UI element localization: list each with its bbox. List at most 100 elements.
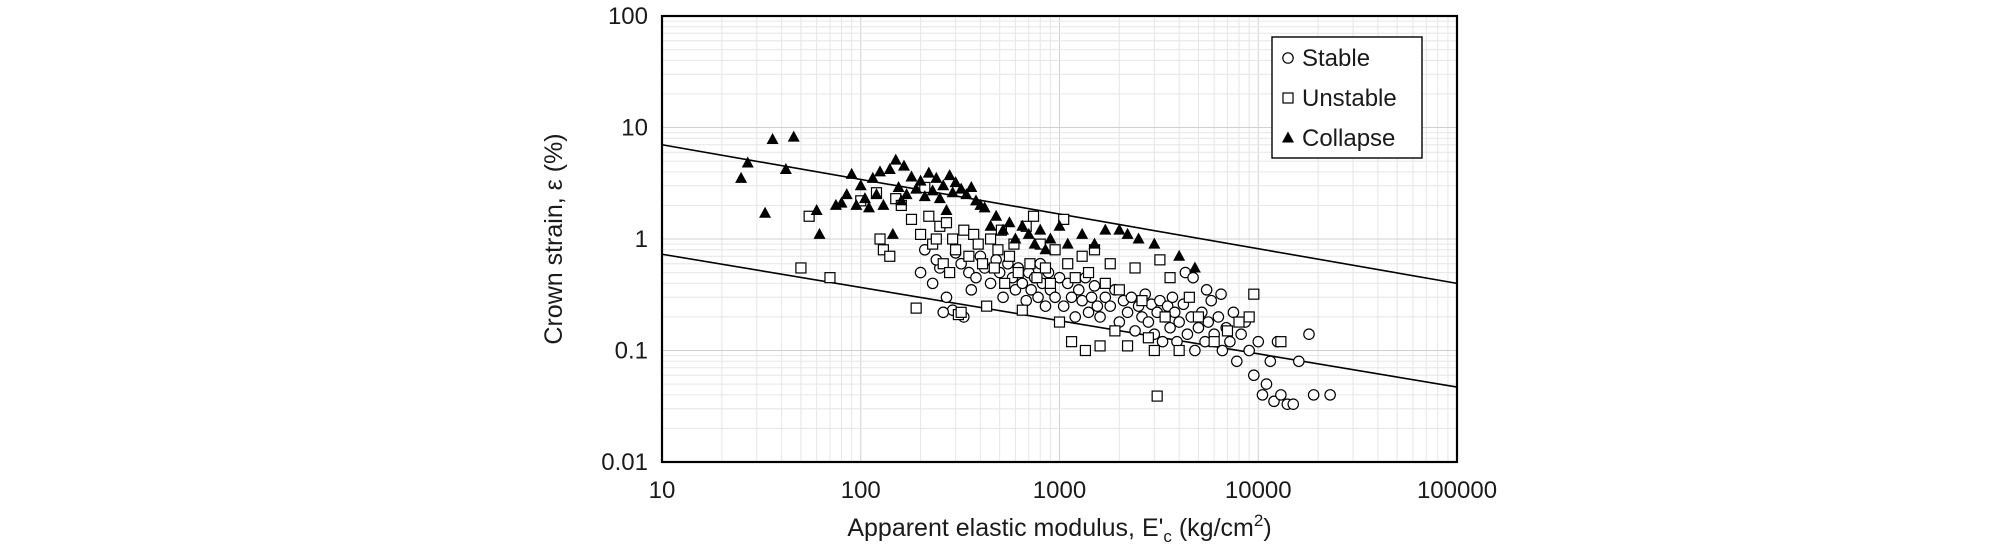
x-axis-title-superscript: 2: [1254, 511, 1263, 530]
legend: Stable Unstable Collapse: [1271, 36, 1423, 159]
collapse-point: [1099, 223, 1112, 235]
stable-point: [1082, 306, 1095, 319]
collapse-point: [741, 156, 754, 168]
unstable-point: [1151, 390, 1163, 402]
collapse-point: [937, 179, 950, 191]
stable-point: [1293, 355, 1305, 368]
unstable-point: [1208, 336, 1220, 348]
collapse-point: [965, 180, 978, 192]
unstable-point: [1031, 272, 1043, 284]
collapse-point: [1173, 249, 1186, 261]
stable-point: [1187, 271, 1199, 284]
stable-point: [1227, 306, 1240, 319]
stable-point: [1156, 335, 1169, 348]
unstable-point: [874, 233, 886, 245]
legend-box: [1271, 36, 1423, 159]
collapse-point: [1061, 237, 1074, 249]
collapse-point: [905, 170, 918, 182]
collapse-point: [889, 153, 902, 165]
stable-point: [1303, 328, 1315, 341]
legend-label-collapse: Collapse: [1302, 125, 1395, 152]
collapse-point: [984, 219, 997, 231]
unstable-point: [1094, 340, 1106, 352]
collapse-point: [1121, 227, 1134, 239]
collapse-point: [858, 192, 871, 204]
unstable-point: [1136, 295, 1148, 307]
stable-point: [1260, 378, 1273, 390]
collapse-point: [1028, 237, 1041, 249]
stable-point: [1205, 294, 1218, 307]
unstable-point: [1053, 316, 1066, 328]
collapse-point: [870, 188, 883, 200]
unstable-point: [1173, 344, 1185, 357]
stable-point: [1039, 300, 1052, 312]
unstable-point: [1183, 291, 1195, 303]
collapse-point: [997, 223, 1010, 235]
stable-point: [1216, 344, 1229, 357]
unstable-point: [1039, 262, 1052, 274]
collapse-point: [1188, 261, 1201, 273]
unstable-point: [1109, 325, 1121, 337]
collapse-point: [946, 186, 959, 198]
unstable-point: [1012, 266, 1024, 279]
stable-point: [1264, 355, 1277, 368]
collapse-point: [1148, 237, 1161, 249]
unstable-point: [1065, 336, 1078, 348]
legend-label-unstable: Unstable: [1302, 85, 1397, 112]
unstable-point: [1142, 332, 1154, 344]
unstable-point: [1221, 325, 1234, 337]
stable-point: [1307, 389, 1320, 401]
x-tick-label: 100000: [1417, 477, 1497, 504]
x-tick-label: 10: [649, 477, 676, 504]
stable-point: [1202, 316, 1215, 328]
unstable-point: [1062, 258, 1074, 270]
collapse-point: [1016, 219, 1029, 231]
stable-point: [1231, 355, 1243, 368]
collapse-point: [810, 204, 823, 216]
unstable-point: [930, 233, 942, 245]
unstable-point: [976, 258, 989, 270]
unstable-point: [1082, 266, 1095, 279]
collapse-point: [1009, 232, 1022, 244]
unstable-point: [984, 233, 997, 245]
stable-point: [1154, 294, 1166, 307]
unstable-point: [910, 302, 922, 314]
unstable-point: [1148, 344, 1160, 357]
unstable-point: [944, 266, 956, 279]
x-axis-title-end: ): [1263, 514, 1271, 542]
y-tick-label: 1: [635, 226, 648, 253]
stable-point: [970, 271, 982, 284]
unstable-point: [1049, 244, 1061, 256]
collapse-point: [850, 198, 863, 210]
stable-point: [1065, 291, 1078, 304]
collapse-point: [862, 201, 875, 213]
stable-point: [1125, 291, 1138, 304]
stable-point: [1069, 311, 1082, 323]
collapse-point: [900, 188, 913, 200]
stable-point: [1275, 389, 1287, 401]
series-collapse: [735, 130, 1201, 273]
unstable-point: [1192, 311, 1205, 323]
collapse-point: [926, 184, 939, 196]
unstable-point: [940, 217, 953, 229]
legend-item-stable: Stable: [1282, 45, 1370, 72]
unstable-point: [1121, 340, 1134, 352]
stable-point: [1212, 311, 1225, 323]
collapse-point: [1053, 219, 1066, 231]
collapse-point: [949, 176, 962, 188]
collapse-point: [978, 201, 991, 213]
legend-marker-stable: [1282, 52, 1294, 64]
stable-point: [965, 284, 978, 296]
legend-marker-collapse: [1282, 131, 1294, 143]
unstable-point: [824, 272, 836, 284]
collapse-point: [813, 227, 826, 239]
unstable-point: [972, 238, 984, 250]
unstable-point: [884, 250, 896, 262]
stable-point: [1129, 325, 1141, 337]
unstable-point: [955, 306, 967, 318]
unstable-point: [1154, 254, 1166, 266]
unstable-point: [1079, 344, 1092, 357]
stable-point: [1168, 306, 1181, 319]
data-points: [735, 130, 1336, 410]
x-tick-label: 1000: [1033, 477, 1086, 504]
